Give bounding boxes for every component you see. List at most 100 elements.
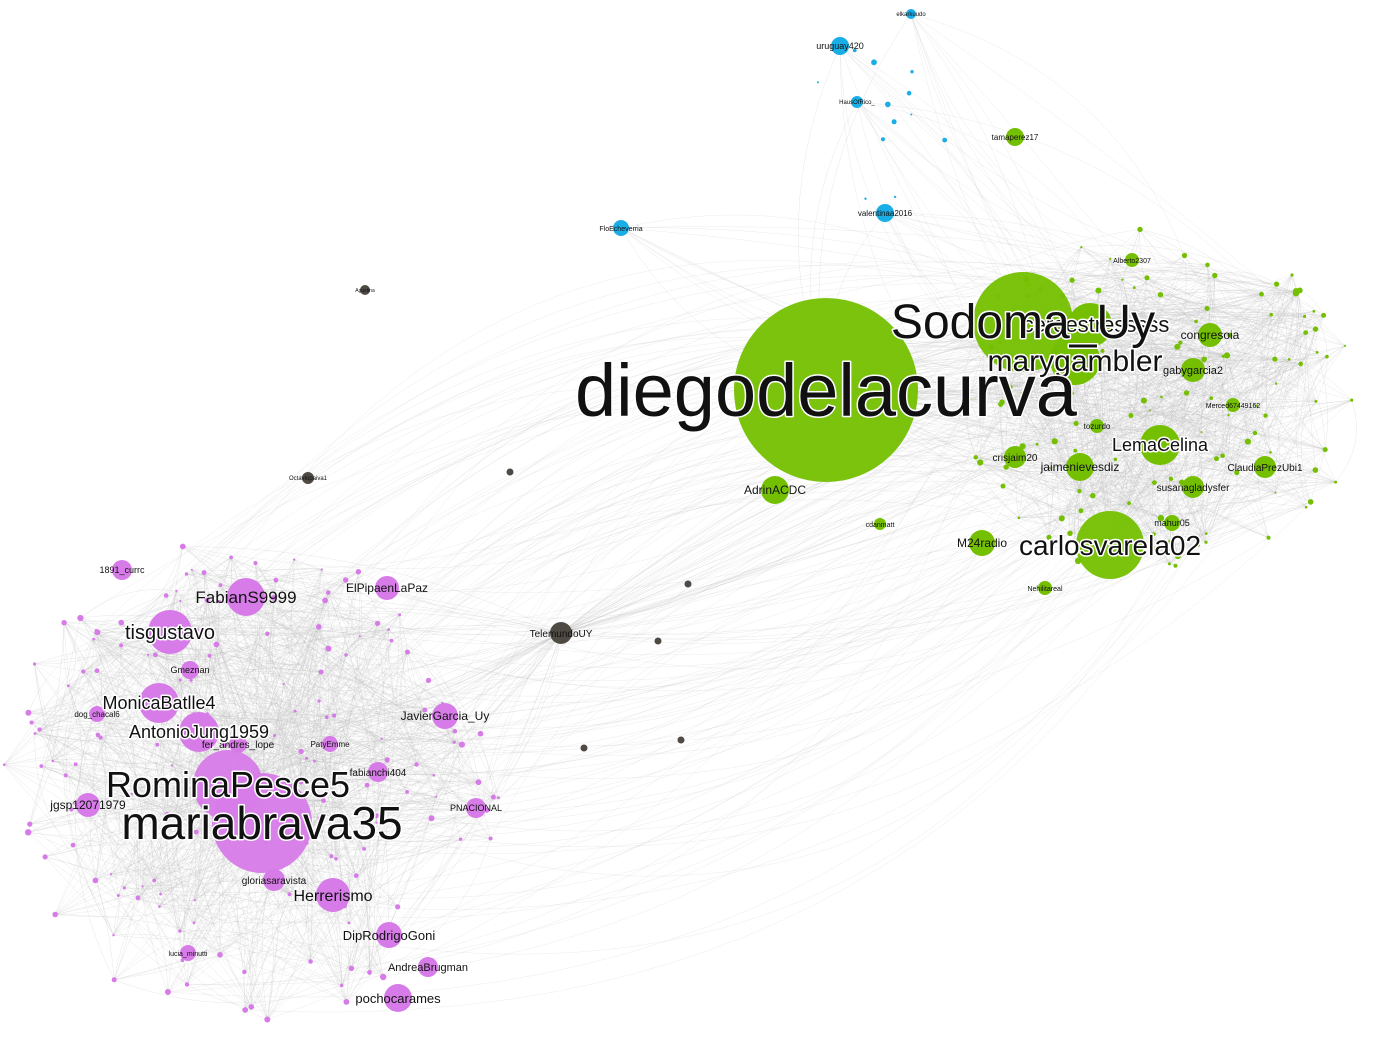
minor-node: [1080, 246, 1083, 249]
edge: [39, 295, 1316, 730]
edge: [34, 733, 96, 881]
edge: [180, 671, 455, 743]
node-elkarkuudo[interactable]: [906, 9, 916, 19]
node-adrinacdc[interactable]: [761, 476, 789, 504]
edge: [52, 670, 98, 761]
edge: [884, 212, 1023, 394]
node-m24radio[interactable]: [969, 530, 995, 556]
node-tamaperez17[interactable]: [1006, 128, 1024, 146]
node-rominapesce5[interactable]: [193, 750, 263, 820]
node-uruguay420[interactable]: [831, 37, 849, 55]
edge: [315, 579, 346, 906]
node-monicabatlle4[interactable]: [139, 683, 179, 723]
node-congresoia[interactable]: [1198, 323, 1222, 347]
edge: [220, 584, 389, 946]
edge: [1265, 399, 1352, 417]
minor-node: [1252, 430, 1258, 436]
node-dog_chacal6[interactable]: [89, 706, 105, 722]
node-fabians9999[interactable]: [227, 578, 265, 616]
node-antoniojung1959[interactable]: [179, 712, 219, 752]
minor-node: [347, 921, 351, 925]
edge: [381, 355, 1228, 741]
node-nehilitareal[interactable]: [1038, 581, 1052, 595]
node-label-hausofrico: HausOfRico_: [839, 100, 875, 106]
node-crisjaim20[interactable]: [1004, 446, 1026, 468]
minor-node: [32, 662, 37, 666]
node-octaviopaiva1[interactable]: [302, 472, 314, 484]
node-ceroestresssss[interactable]: [1068, 303, 1112, 347]
minor-node: [380, 973, 387, 981]
node-label-uruguay420: uruguay420: [816, 41, 864, 51]
node-herrerismo[interactable]: [316, 878, 350, 912]
minor-node: [163, 593, 169, 598]
edge: [294, 559, 443, 704]
node-elpipaenlapaz[interactable]: [375, 576, 399, 600]
edge: [219, 601, 437, 797]
node-sodoma_uy[interactable]: [973, 272, 1073, 372]
edge: [346, 906, 398, 1003]
edge: [1154, 482, 1276, 504]
edge: [191, 449, 1326, 692]
node-fabianchi404[interactable]: [368, 762, 388, 782]
node-gloriasaravista[interactable]: [263, 869, 285, 891]
edge: [121, 569, 322, 623]
edge: [1072, 279, 1178, 347]
minor-node: [375, 821, 378, 824]
node-fer_andres_lope[interactable]: [229, 735, 247, 753]
edge: [114, 907, 327, 981]
minor-node: [1181, 252, 1188, 259]
node-pnacional[interactable]: [466, 798, 486, 818]
node-paty_emme[interactable]: [322, 736, 338, 752]
node-lucia_minutti[interactable]: [180, 945, 196, 961]
edge: [1026, 262, 1208, 309]
node-valentinaa2016[interactable]: [876, 204, 894, 222]
node-marygambler[interactable]: [1050, 335, 1100, 385]
node-lemacelina[interactable]: [1140, 425, 1180, 465]
node-andreabrugman[interactable]: [418, 957, 438, 977]
node-merced[interactable]: [1226, 398, 1240, 412]
edge: [1124, 275, 1215, 504]
node-javiergarcia_uy[interactable]: [432, 703, 458, 729]
edge: [479, 632, 562, 813]
minor-node: [881, 137, 885, 142]
node-carlosvarela02[interactable]: [1076, 511, 1144, 579]
node-jgsp12071979[interactable]: [76, 793, 100, 817]
node-pochocarames[interactable]: [384, 984, 412, 1012]
edge: [839, 45, 1155, 535]
node-hausofrico[interactable]: [851, 96, 863, 108]
node-gabygarcia2[interactable]: [1181, 358, 1205, 382]
node-telemundouy[interactable]: [550, 622, 572, 644]
node-diegodelacurva[interactable]: [734, 298, 918, 482]
edge: [1275, 290, 1301, 384]
node-gmeznan[interactable]: [181, 661, 199, 679]
node-1891_currc[interactable]: [112, 560, 132, 580]
minor-node: [1263, 413, 1268, 418]
node-alberto2307[interactable]: [1125, 253, 1139, 267]
minor-node: [164, 811, 170, 818]
edge: [975, 308, 1208, 458]
edge: [839, 45, 1206, 359]
node-adamhaszc[interactable]: [874, 518, 886, 530]
edge: [1146, 277, 1352, 401]
node-claudiaprezubi1[interactable]: [1254, 456, 1276, 478]
node-tisgustavo[interactable]: [148, 610, 192, 654]
edge: [1072, 279, 1328, 357]
edge: [1091, 364, 1223, 456]
edge: [34, 638, 455, 743]
node-agustina[interactable]: [360, 285, 370, 295]
node-tozurdo[interactable]: [1090, 419, 1104, 433]
minor-node: [73, 762, 78, 767]
minor-node: [94, 629, 101, 636]
node-jaimenievesdiz[interactable]: [1066, 453, 1094, 481]
node-susanagladysfer[interactable]: [1182, 476, 1204, 498]
edge: [1207, 308, 1317, 402]
node-diprodrigogoni[interactable]: [376, 922, 402, 948]
edge: [196, 629, 499, 799]
edge: [4, 764, 195, 923]
edge: [1211, 345, 1346, 399]
edge: [180, 264, 1041, 602]
node-mahur05[interactable]: [1164, 515, 1180, 531]
node-floecheverria[interactable]: [613, 220, 629, 236]
edge: [83, 301, 1314, 672]
edge: [331, 810, 480, 857]
